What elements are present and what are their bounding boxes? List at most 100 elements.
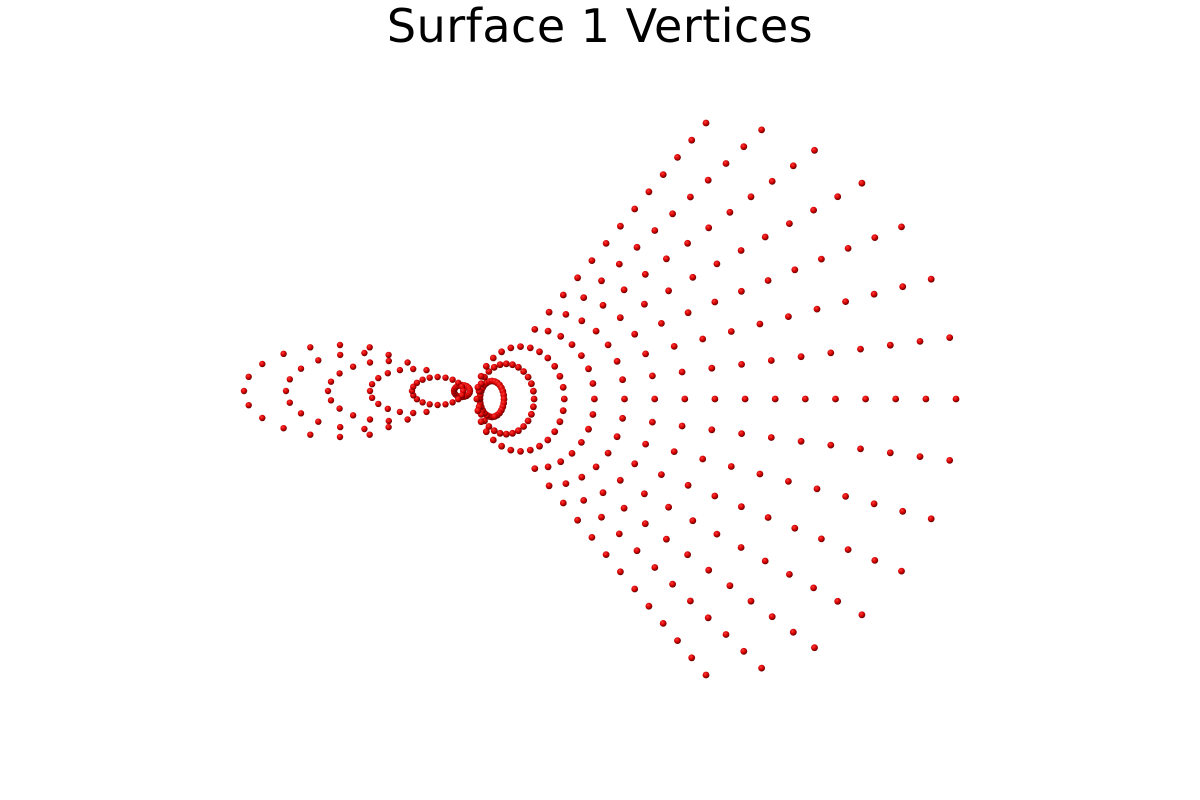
vertex-point bbox=[485, 423, 493, 430]
vertex-point bbox=[708, 364, 716, 372]
vertex-point bbox=[616, 314, 624, 322]
vertex-point bbox=[423, 366, 430, 374]
vertex-point bbox=[568, 341, 576, 348]
vertex-point bbox=[785, 313, 792, 320]
vertex-point bbox=[740, 647, 748, 655]
vertex-point bbox=[280, 350, 287, 357]
vertex-point bbox=[898, 567, 905, 575]
vertex-point bbox=[361, 425, 368, 433]
vertex-point bbox=[396, 366, 404, 374]
vertex-point bbox=[361, 349, 368, 357]
vertex-point bbox=[663, 535, 670, 543]
vertex-point bbox=[259, 414, 266, 422]
vertex-point bbox=[857, 345, 864, 353]
vertex-point bbox=[927, 515, 935, 523]
vertex-point bbox=[756, 320, 764, 328]
vertex-point bbox=[507, 344, 515, 352]
vertex-point bbox=[613, 433, 621, 441]
vertex-point bbox=[870, 290, 878, 298]
vertex-point bbox=[419, 376, 426, 383]
vertex-point bbox=[827, 441, 835, 449]
vertex-point bbox=[449, 399, 456, 406]
vertex-point bbox=[756, 470, 764, 478]
vertex-point bbox=[491, 413, 499, 420]
vertex-point bbox=[702, 671, 710, 679]
vertex-point bbox=[678, 368, 686, 376]
vertex-point bbox=[526, 446, 534, 454]
vertex-point bbox=[619, 376, 626, 384]
vertex-point bbox=[641, 490, 648, 498]
vertex-point bbox=[764, 514, 772, 521]
vertex-point bbox=[768, 177, 776, 185]
vertex-point bbox=[489, 354, 497, 362]
vertex-point bbox=[449, 376, 456, 383]
vertex-point bbox=[761, 233, 769, 241]
vertex-point bbox=[507, 446, 515, 454]
vertex-point bbox=[615, 530, 623, 538]
vertex-point bbox=[524, 417, 532, 425]
vertex-point bbox=[426, 401, 433, 408]
vertex-point bbox=[327, 378, 335, 385]
plot-title: Surface 1 Vertices bbox=[386, 0, 814, 53]
vertex-point bbox=[898, 223, 905, 231]
vertex-point bbox=[704, 176, 712, 184]
vertex-point bbox=[738, 361, 745, 368]
vertex-point bbox=[786, 220, 793, 228]
vertex-point bbox=[670, 448, 678, 455]
vertex-point bbox=[658, 320, 665, 327]
vertex-point bbox=[619, 414, 626, 422]
vertex-point bbox=[423, 408, 430, 416]
vertex-point bbox=[559, 383, 567, 391]
vertex-point bbox=[834, 597, 842, 605]
vertex-point bbox=[578, 473, 586, 481]
vertex-point bbox=[585, 365, 592, 373]
vertex-point bbox=[832, 395, 839, 403]
vertex-point bbox=[551, 428, 559, 436]
vertex-point bbox=[482, 362, 490, 370]
vertex-point bbox=[545, 482, 553, 490]
vertex-point bbox=[649, 372, 656, 380]
vertex-point bbox=[498, 442, 505, 450]
vertex-point bbox=[384, 370, 391, 377]
vertex-point bbox=[665, 287, 672, 295]
vertex-point bbox=[520, 423, 527, 430]
vertex-point bbox=[442, 374, 449, 381]
vertex-point bbox=[520, 368, 527, 375]
vertex-point bbox=[368, 394, 376, 401]
vertex-point bbox=[259, 360, 266, 368]
vertex-point bbox=[615, 260, 623, 268]
vertex-point bbox=[758, 664, 765, 672]
vertex-point bbox=[375, 400, 382, 408]
vertex-point bbox=[689, 517, 697, 525]
vertex-point bbox=[366, 344, 373, 351]
vertex-point bbox=[785, 478, 792, 485]
vertex-point bbox=[631, 585, 639, 593]
vertex-point bbox=[738, 287, 745, 295]
vertex-point bbox=[621, 395, 628, 403]
vertex-point bbox=[307, 344, 314, 351]
vertex-point bbox=[286, 376, 293, 383]
vertex-point bbox=[916, 453, 924, 460]
vertex-point bbox=[658, 471, 665, 478]
vertex-point bbox=[297, 365, 305, 372]
vertex-point bbox=[631, 205, 639, 213]
vertex-point bbox=[490, 427, 498, 435]
vertex-point bbox=[556, 372, 564, 380]
vertex-point bbox=[737, 544, 745, 551]
vertex-point bbox=[280, 425, 287, 432]
vertex-point bbox=[645, 602, 653, 610]
vertex-point bbox=[531, 326, 539, 333]
vertex-point bbox=[559, 407, 567, 415]
vertex-point bbox=[786, 571, 793, 578]
vertex-point bbox=[616, 476, 624, 484]
vertex-point bbox=[613, 357, 621, 365]
vertex-point bbox=[375, 374, 382, 382]
vertex-point bbox=[651, 395, 659, 403]
vertex-point bbox=[515, 427, 522, 435]
vertex-point bbox=[490, 363, 498, 371]
vertex-point bbox=[240, 387, 248, 395]
vertex-point bbox=[477, 372, 485, 380]
vertex-point bbox=[588, 534, 596, 541]
